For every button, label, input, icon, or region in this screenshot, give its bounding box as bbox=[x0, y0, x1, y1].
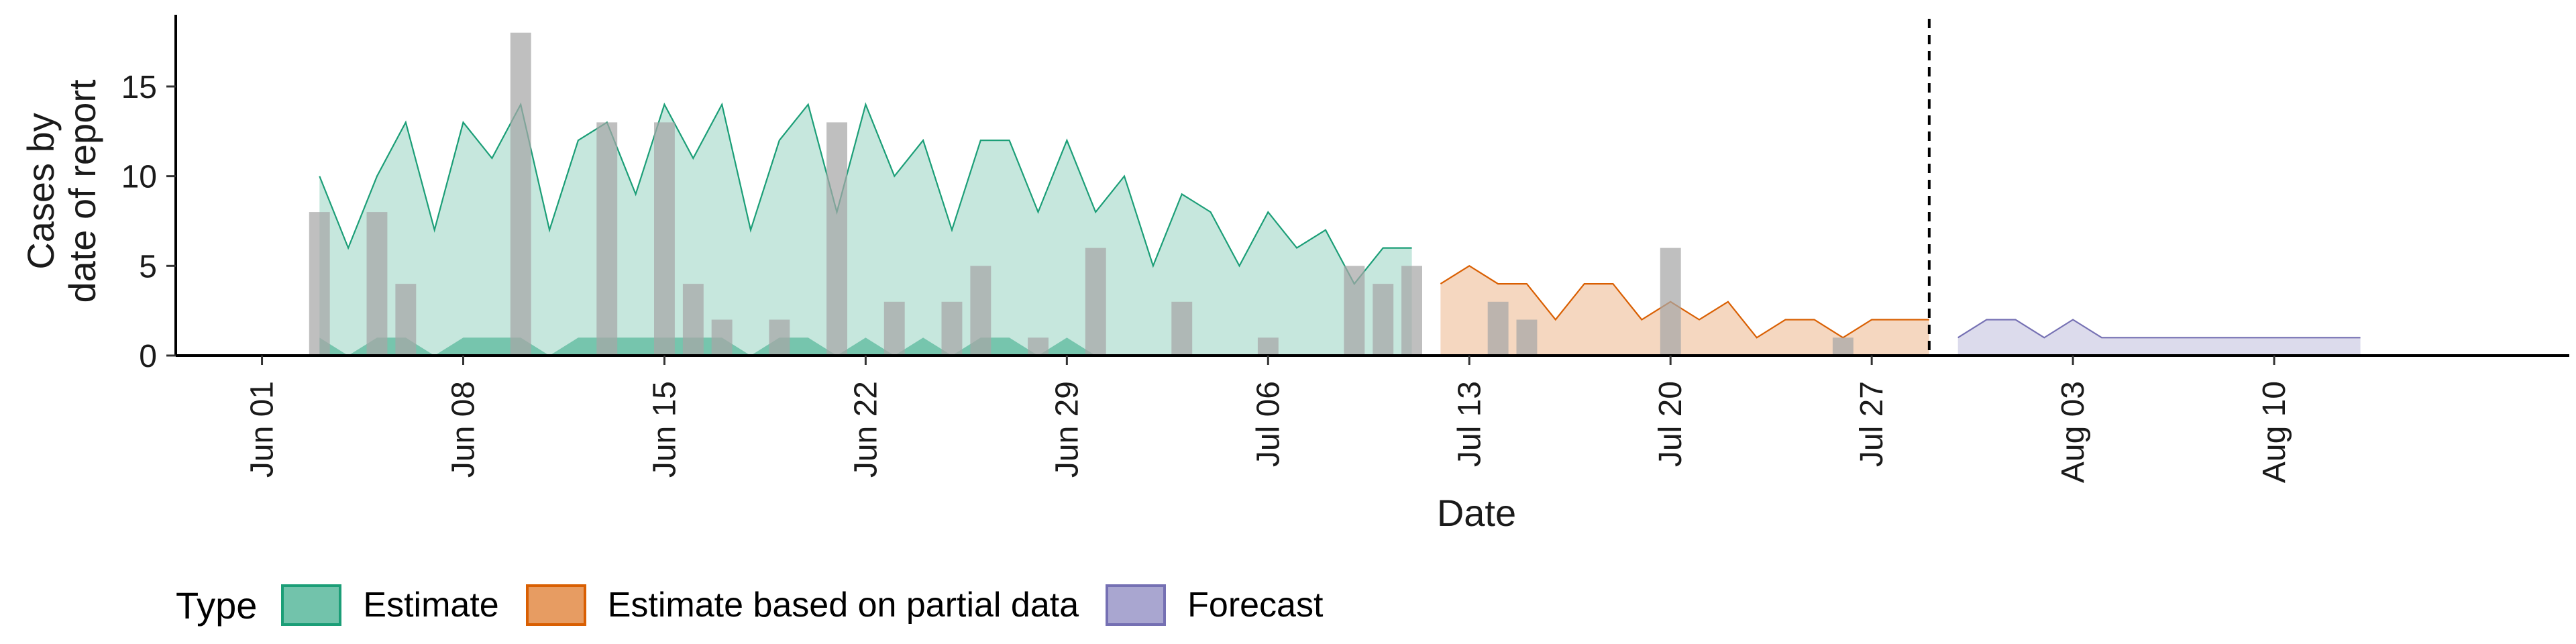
x-tick-label-Aug 10: Aug 10 bbox=[2257, 381, 2292, 483]
legend-swatch-estimate bbox=[281, 584, 342, 626]
x-tick-label-Jun 08: Jun 08 bbox=[446, 381, 482, 478]
estimate-bands bbox=[319, 102, 2361, 357]
band-upper-line-1 bbox=[1440, 265, 1929, 339]
bar-2020-06-13 bbox=[596, 122, 618, 356]
legend-label-forecast: Forecast bbox=[1187, 586, 1324, 625]
y-axis-title-line-0: Cases by bbox=[19, 113, 62, 269]
bar-2020-06-26 bbox=[970, 266, 991, 356]
cases-chart: 0 5 10 15 Jun 01 Jun 08 Jun 15 Jun 22 Jun 29 Jul … bbox=[19, 15, 2569, 534]
bar-2020-06-03 bbox=[309, 212, 330, 356]
legend-title: Type bbox=[176, 584, 258, 627]
x-axis-title: Date bbox=[1437, 492, 1516, 534]
x-tick-label-Jun 29: Jun 29 bbox=[1049, 381, 1085, 478]
bar-2020-07-26 bbox=[1832, 337, 1854, 356]
band-upper-line-2 bbox=[1957, 319, 2361, 339]
bar-2020-07-06 bbox=[1257, 337, 1279, 356]
x-tick-label-Jul 27: Jul 27 bbox=[1854, 381, 1890, 467]
band-inner-0 bbox=[319, 337, 1412, 356]
x-tick-label-Aug 03: Aug 03 bbox=[2055, 381, 2091, 483]
axes: 0 5 10 15 Jun 01 Jun 08 Jun 15 Jun 22 Jun 29 Jul … bbox=[19, 15, 2569, 534]
x-tick-label-Jun 22: Jun 22 bbox=[848, 381, 883, 478]
bar-2020-06-25 bbox=[941, 301, 963, 356]
x-tick-label-Jul 06: Jul 06 bbox=[1250, 381, 1286, 467]
y-tick-label-10: 10 bbox=[121, 160, 157, 195]
y-tick-label-0: 0 bbox=[139, 339, 157, 374]
band-outer-1 bbox=[1440, 266, 1929, 356]
legend-swatch-forecast bbox=[1106, 584, 1167, 626]
legend-item-estimate: Estimate bbox=[281, 584, 499, 626]
bar-2020-07-10 bbox=[1373, 284, 1394, 356]
band-outer-0 bbox=[319, 104, 1412, 356]
legend: Type Estimate Estimate based on partial … bbox=[176, 572, 1350, 639]
bar-2020-06-06 bbox=[395, 284, 417, 356]
x-tick-label-Jun 15: Jun 15 bbox=[647, 381, 682, 478]
bar-2020-07-03 bbox=[1171, 301, 1193, 356]
bar-2020-07-11 bbox=[1401, 266, 1422, 356]
x-tick-label-Jul 13: Jul 13 bbox=[1452, 381, 1487, 467]
bar-2020-07-15 bbox=[1516, 319, 1538, 356]
y-axis-title-line-1: date of report bbox=[61, 79, 103, 303]
bar-2020-07-14 bbox=[1487, 301, 1509, 356]
bar-2020-06-19 bbox=[769, 319, 790, 356]
bar-2020-06-10 bbox=[510, 32, 531, 356]
chart-area: 0 5 10 15 Jun 01 Jun 08 Jun 15 Jun 22 Jun 29 Jul … bbox=[19, 15, 2569, 534]
bar-2020-06-28 bbox=[1028, 337, 1049, 356]
x-tick-label-Jun 01: Jun 01 bbox=[245, 381, 280, 478]
bar-2020-06-05 bbox=[366, 212, 388, 356]
bar-2020-06-16 bbox=[682, 284, 704, 356]
reported-case-bars bbox=[309, 32, 1854, 356]
y-tick-label-15: 15 bbox=[121, 70, 157, 105]
band-outer-2 bbox=[1957, 319, 2361, 356]
legend-item-partial: Estimate based on partial data bbox=[525, 584, 1079, 626]
legend-swatch-partial bbox=[525, 584, 586, 626]
bar-2020-07-09 bbox=[1344, 266, 1365, 356]
y-axis-title: Cases bydate of report bbox=[19, 79, 103, 303]
legend-label-estimate: Estimate bbox=[363, 586, 499, 625]
bar-2020-06-17 bbox=[711, 319, 733, 356]
x-tick-label-Jul 20: Jul 20 bbox=[1653, 381, 1688, 467]
bar-2020-06-23 bbox=[883, 301, 905, 356]
band-upper-line-0 bbox=[319, 102, 1412, 286]
bar-2020-06-21 bbox=[826, 122, 847, 356]
bar-2020-06-15 bbox=[654, 122, 675, 356]
bar-2020-07-20 bbox=[1660, 248, 1681, 356]
y-tick-label-5: 5 bbox=[139, 249, 157, 284]
legend-label-partial: Estimate based on partial data bbox=[607, 586, 1079, 625]
bar-2020-06-30 bbox=[1085, 248, 1106, 356]
legend-item-forecast: Forecast bbox=[1106, 584, 1323, 626]
